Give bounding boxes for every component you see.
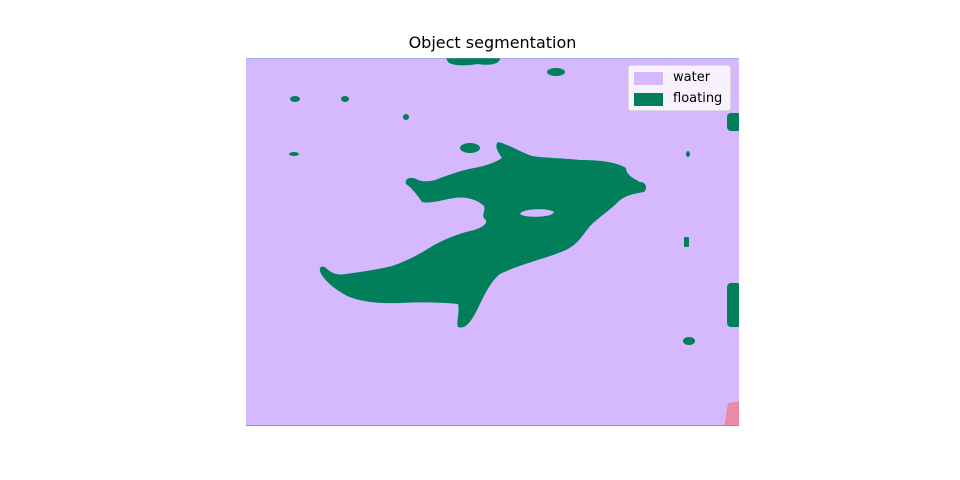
floating-blob <box>341 96 349 102</box>
other-region <box>724 401 739 426</box>
floating-blob <box>290 96 300 102</box>
legend-label-floating: floating <box>673 91 723 106</box>
floating-blob <box>547 68 565 76</box>
floating-blob <box>460 143 480 153</box>
dolphin-hole <box>520 209 554 217</box>
dolphin-region <box>319 142 647 328</box>
floating-blob <box>683 337 695 345</box>
legend-item-water: water <box>634 71 710 85</box>
floating-blob <box>289 152 299 156</box>
legend-swatch-water <box>634 71 663 85</box>
legend-swatch-floating <box>634 92 663 106</box>
figure-title: Object segmentation <box>408 33 577 52</box>
legend: water floating <box>628 65 731 111</box>
floating-blob <box>446 58 500 66</box>
legend-label-water: water <box>673 70 711 85</box>
floating-blob <box>403 114 409 120</box>
floating-blob <box>686 151 690 157</box>
legend-item-floating: floating <box>634 92 722 106</box>
floating-blob <box>684 237 689 247</box>
floating-blob <box>727 113 739 131</box>
floating-blob <box>727 283 739 327</box>
